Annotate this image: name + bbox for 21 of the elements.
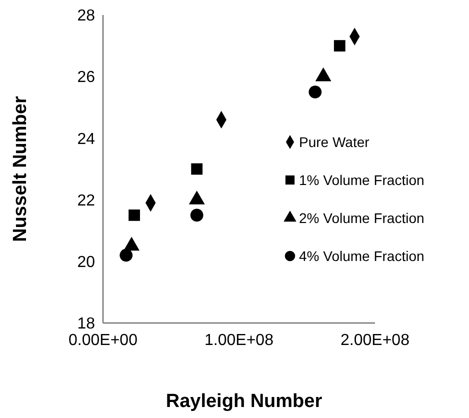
x-axis-title: Rayleigh Number <box>166 391 323 412</box>
point <box>128 210 140 221</box>
point <box>120 248 133 262</box>
point <box>191 163 203 175</box>
y-tick-label: 24 <box>77 130 96 148</box>
y-tick-label: 18 <box>77 316 96 333</box>
legend-label: 1% Volume Fraction <box>299 172 424 188</box>
point <box>190 208 204 222</box>
y-tick-label: 26 <box>77 69 96 86</box>
point <box>308 86 322 98</box>
legend-label: 2% Volume Fraction <box>299 210 424 226</box>
legend-label: Pure Water <box>299 134 370 150</box>
legend-label: 4% Volume Fraction <box>299 248 424 264</box>
x-tick-label: 1.00E+08 <box>204 332 274 349</box>
point <box>334 40 346 52</box>
y-axis-title: Nusselt Number <box>10 96 31 242</box>
x-tick-label: 2.00E+08 <box>340 332 410 349</box>
y-tick-label: 28 <box>77 8 96 25</box>
y-tick-label: 22 <box>77 192 96 210</box>
x-tick-label: 0.00E+00 <box>68 332 138 349</box>
y-tick-label: 20 <box>77 254 96 271</box>
